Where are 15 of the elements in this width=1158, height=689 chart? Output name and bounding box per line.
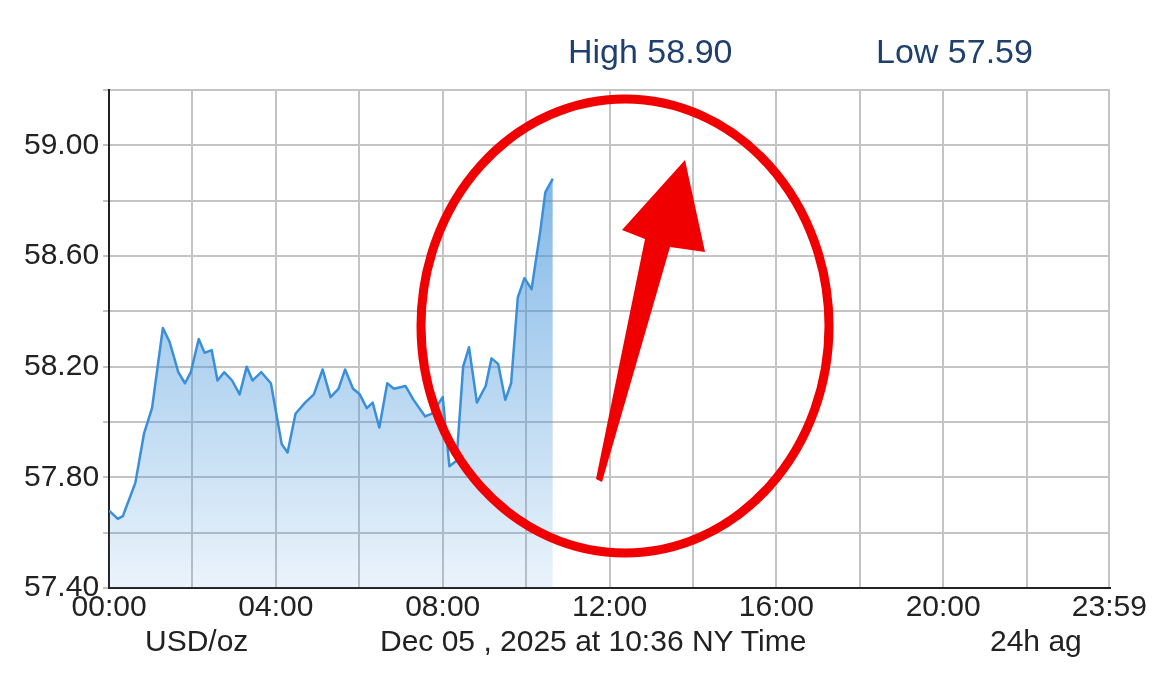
text: High 58.90: [568, 32, 733, 71]
y-tick-label: 58.20: [24, 347, 100, 381]
x-tick-label: 16:00: [738, 589, 814, 623]
x-tick-label: 23:59: [1071, 589, 1147, 623]
x-tick-label: 04:00: [238, 589, 314, 623]
x-tick-label: 20:00: [905, 589, 981, 623]
x-tick-label: 12:00: [572, 589, 648, 623]
text: 24h ag: [990, 624, 1082, 658]
x-axis-title: Dec 05 , 2025 at 10:36 NY Time: [380, 624, 807, 658]
x-tick-label: 08:00: [405, 589, 481, 623]
text: Low 57.59: [876, 32, 1033, 71]
y-tick-label: 57.80: [24, 458, 100, 492]
y-tick-label: 58.60: [24, 237, 100, 271]
y-tick-label: 59.00: [24, 126, 100, 160]
text: USD/oz: [145, 624, 249, 658]
